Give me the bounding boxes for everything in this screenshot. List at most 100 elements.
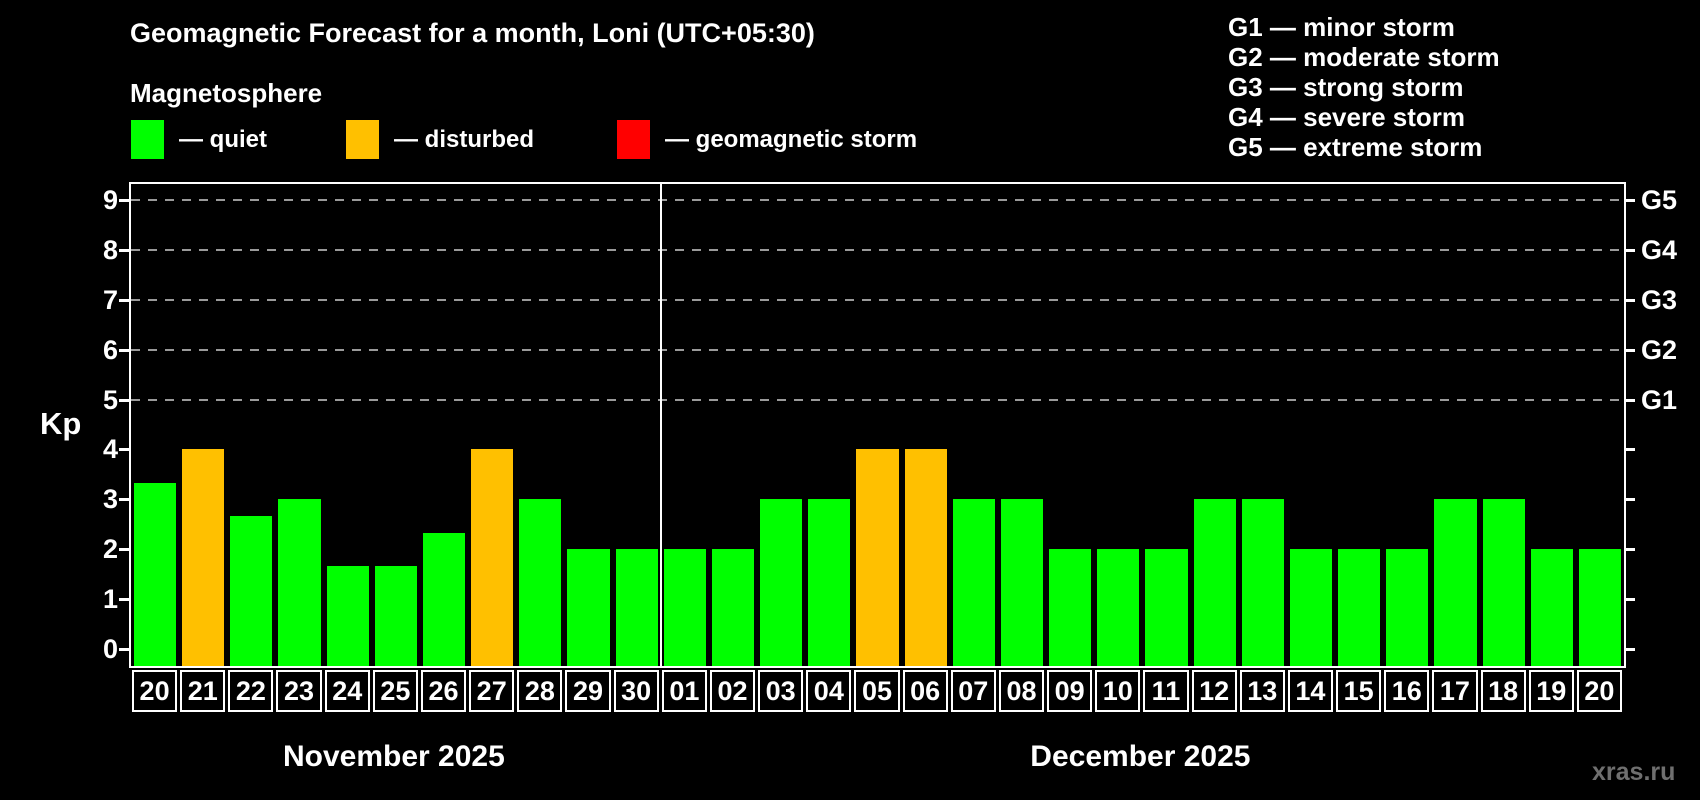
date-label: 09 (1047, 670, 1093, 712)
kp-gridline (131, 248, 1624, 251)
right-axis-tick (1624, 448, 1635, 452)
g-scale-line-g4: G4 — severe storm (1228, 102, 1466, 132)
kp-bar (663, 549, 706, 666)
y-axis-tick-label: 9 (102, 184, 118, 215)
y-axis-tick-label: 7 (102, 284, 118, 315)
right-axis-tick (1624, 248, 1635, 252)
right-axis-tick (1624, 198, 1635, 202)
y-axis-tick-label: 6 (102, 334, 118, 365)
y-axis-tick-label: 4 (102, 434, 118, 465)
kp-bar (1049, 549, 1092, 666)
date-label: 29 (565, 670, 611, 712)
y-axis-tick-label: 0 (102, 634, 118, 664)
kp-bar (1578, 549, 1621, 666)
y-axis-tick (119, 448, 130, 452)
date-label: 19 (1528, 670, 1574, 712)
date-label: 12 (1191, 670, 1237, 712)
legend-item-storm: — geomagnetic storm (617, 120, 917, 159)
date-label: 03 (758, 670, 804, 712)
date-label: 02 (709, 670, 756, 712)
month-label: November 2025 (282, 740, 505, 773)
date-label: 21 (180, 670, 226, 712)
kp-bar (374, 565, 417, 666)
page-title: Geomagnetic Forecast for a month, Loni (… (130, 18, 815, 48)
legend-label-disturbed: — disturbed (394, 125, 535, 153)
y-axis-tick (119, 648, 130, 651)
legend-label-quiet: — quiet (179, 125, 267, 153)
date-label: 26 (420, 670, 467, 712)
y-axis-tick (119, 348, 130, 352)
g-scale-line-g2: G2 — moderate storm (1228, 42, 1500, 72)
kp-bar (1097, 549, 1140, 666)
month-labels-row: November 2025 December 2025 (129, 740, 1626, 776)
date-label: 13 (1239, 670, 1285, 712)
kp-bar (904, 449, 947, 666)
kp-bar (326, 565, 369, 666)
kp-bar (471, 449, 514, 666)
date-label: 23 (276, 670, 322, 712)
date-label: 07 (950, 670, 996, 712)
kp-bar (856, 449, 899, 666)
g-scale-legend: G1 — minor storm G2 — moderate storm G3 … (1228, 12, 1500, 162)
kp-bar (1338, 549, 1381, 666)
kp-gridline (131, 298, 1624, 301)
g-scale-line-g5: G5 — extreme storm (1228, 132, 1483, 162)
y-axis-tick (119, 498, 130, 502)
kp-bar (134, 482, 177, 666)
date-label: 10 (1095, 670, 1141, 712)
date-label: 25 (372, 670, 418, 712)
kp-bar (422, 532, 466, 666)
kp-bar (278, 499, 321, 666)
kp-bar (230, 515, 273, 666)
kp-gridline (131, 198, 1624, 201)
date-label: 16 (1384, 670, 1430, 712)
kp-bar (1386, 549, 1429, 666)
g-level-label: G2 (1641, 334, 1678, 365)
y-axis-tick-label: 8 (102, 234, 118, 265)
kp-axis-label: Kp (40, 406, 82, 441)
kp-bar (1193, 499, 1236, 666)
date-label: 27 (469, 670, 515, 712)
kp-bar (760, 499, 803, 666)
date-label: 28 (517, 670, 563, 712)
kp-bar (1482, 499, 1525, 666)
kp-bar (711, 549, 755, 666)
y-axis-tick (119, 398, 130, 402)
date-label: 30 (613, 670, 659, 712)
g-level-label: G5 (1641, 184, 1678, 215)
date-label: 18 (1480, 670, 1526, 712)
g-level-label: G3 (1641, 284, 1678, 315)
kp-gridline (131, 398, 1624, 401)
date-label: 11 (1143, 670, 1189, 712)
date-label: 01 (661, 670, 707, 712)
right-axis-tick (1624, 548, 1635, 552)
month-divider (659, 184, 662, 666)
kp-bar (182, 449, 225, 666)
legend-item-quiet: — quiet (131, 120, 267, 159)
kp-bar (1000, 499, 1044, 666)
kp-bar (1289, 549, 1333, 666)
quiet-swatch-icon (131, 120, 164, 159)
y-axis-tick (119, 298, 130, 302)
date-label: 14 (1287, 670, 1334, 712)
legend-label-storm: — geomagnetic storm (665, 125, 918, 153)
g-scale-line-g1: G1 — minor storm (1228, 12, 1455, 42)
kp-bar (1145, 549, 1188, 666)
y-axis-tick (119, 548, 130, 552)
g-scale-line-g3: G3 — strong storm (1228, 72, 1464, 102)
kp-bar (1241, 499, 1284, 666)
kp-bar (567, 549, 610, 666)
date-label: 08 (998, 670, 1045, 712)
date-label: 05 (854, 670, 900, 712)
kp-bar (519, 499, 562, 666)
kp-bar (1530, 549, 1573, 666)
g-level-label: G1 (1641, 384, 1678, 415)
subtitle-magnetosphere: Magnetosphere (130, 78, 323, 108)
g-level-label: G4 (1641, 234, 1678, 265)
watermark: xras.ru (1592, 758, 1676, 786)
plot-area (129, 182, 1626, 668)
kp-gridline (131, 348, 1624, 351)
legend-item-disturbed: — disturbed (346, 120, 534, 159)
date-label: 20 (132, 670, 178, 712)
y-axis-tick (119, 598, 130, 602)
